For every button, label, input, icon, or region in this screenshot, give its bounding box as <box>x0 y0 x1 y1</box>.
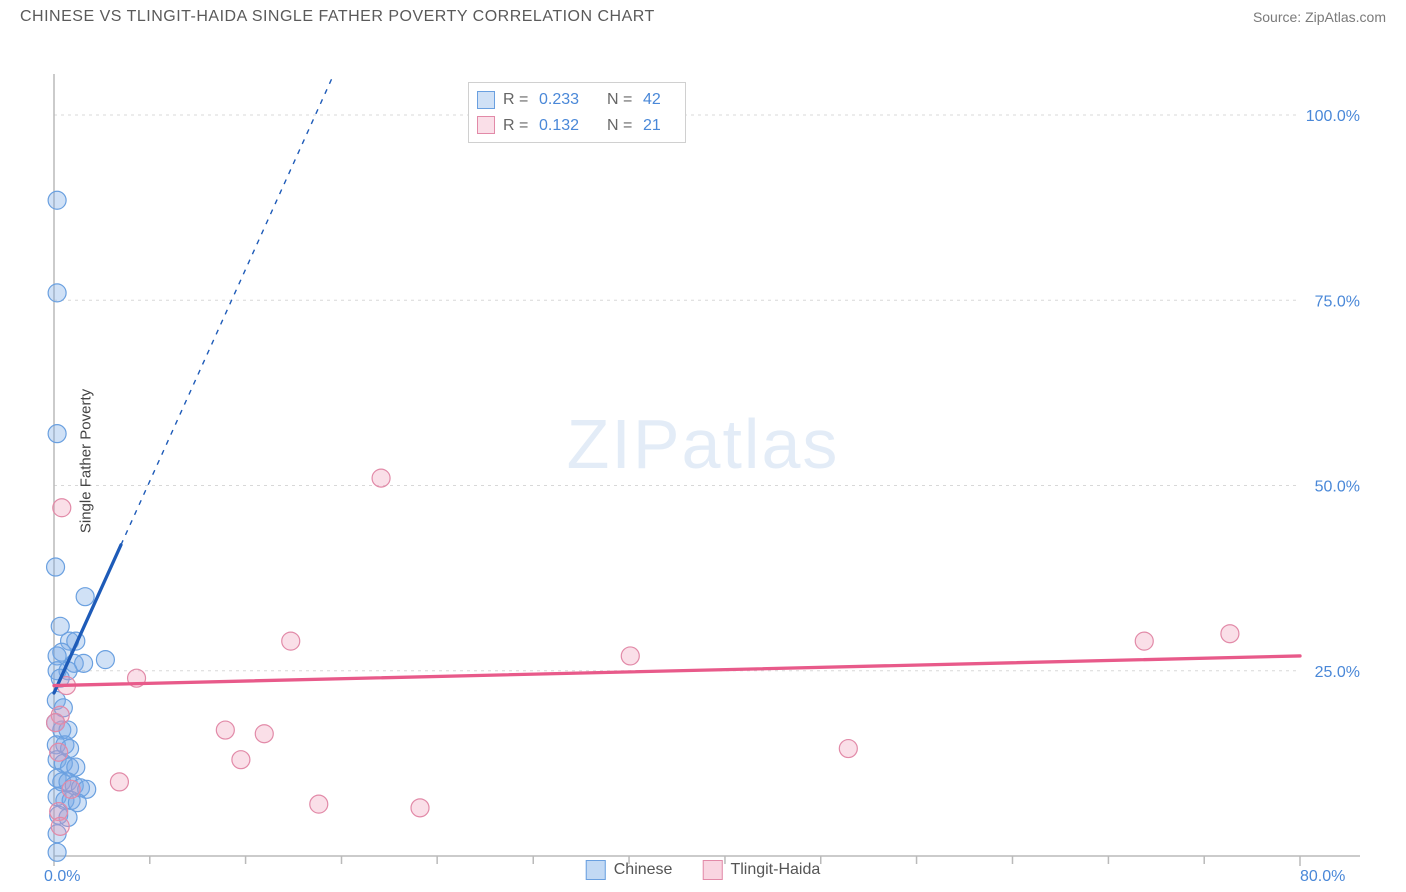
svg-text:100.0%: 100.0% <box>1306 108 1360 125</box>
series-legend: Chinese Tlingit-Haida <box>586 860 821 880</box>
chart-header: CHINESE VS TLINGIT-HAIDA SINGLE FATHER P… <box>0 0 1406 36</box>
source-label: Source: <box>1253 9 1301 25</box>
legend-swatch <box>477 116 495 134</box>
r-label: R = <box>503 113 531 139</box>
scatter-plot: 25.0% 50.0% 75.0% 100.0% <box>0 36 1406 886</box>
legend-swatch <box>586 860 606 880</box>
y-axis-title: Single Father Poverty <box>78 389 95 533</box>
legend-item: Chinese <box>586 860 673 880</box>
n-value: 42 <box>643 87 673 113</box>
svg-text:50.0%: 50.0% <box>1315 479 1360 496</box>
legend-swatch <box>702 860 722 880</box>
svg-text:75.0%: 75.0% <box>1315 293 1360 310</box>
chart-area: Single Father Poverty 25.0% 50.0% 75.0% 100… <box>0 36 1406 886</box>
correlation-legend: R = 0.233 N = 42 R = 0.132 N = 21 <box>468 82 686 143</box>
source-value: ZipAtlas.com <box>1305 9 1386 25</box>
chart-title: CHINESE VS TLINGIT-HAIDA SINGLE FATHER P… <box>20 8 655 26</box>
x-axis-max-label: 80.0% <box>1300 868 1345 886</box>
legend-row: R = 0.233 N = 42 <box>477 87 673 113</box>
legend-label: Chinese <box>614 861 673 878</box>
n-label: N = <box>607 113 635 139</box>
legend-label: Tlingit-Haida <box>730 861 820 878</box>
r-value: 0.132 <box>539 113 599 139</box>
x-axis-min-label: 0.0% <box>44 868 80 886</box>
n-value: 21 <box>643 113 673 139</box>
legend-row: R = 0.132 N = 21 <box>477 113 673 139</box>
legend-item: Tlingit-Haida <box>702 860 820 880</box>
r-value: 0.233 <box>539 87 599 113</box>
legend-swatch <box>477 91 495 109</box>
r-label: R = <box>503 87 531 113</box>
svg-text:25.0%: 25.0% <box>1315 664 1360 681</box>
chart-source: Source: ZipAtlas.com <box>1253 9 1386 25</box>
n-label: N = <box>607 87 635 113</box>
